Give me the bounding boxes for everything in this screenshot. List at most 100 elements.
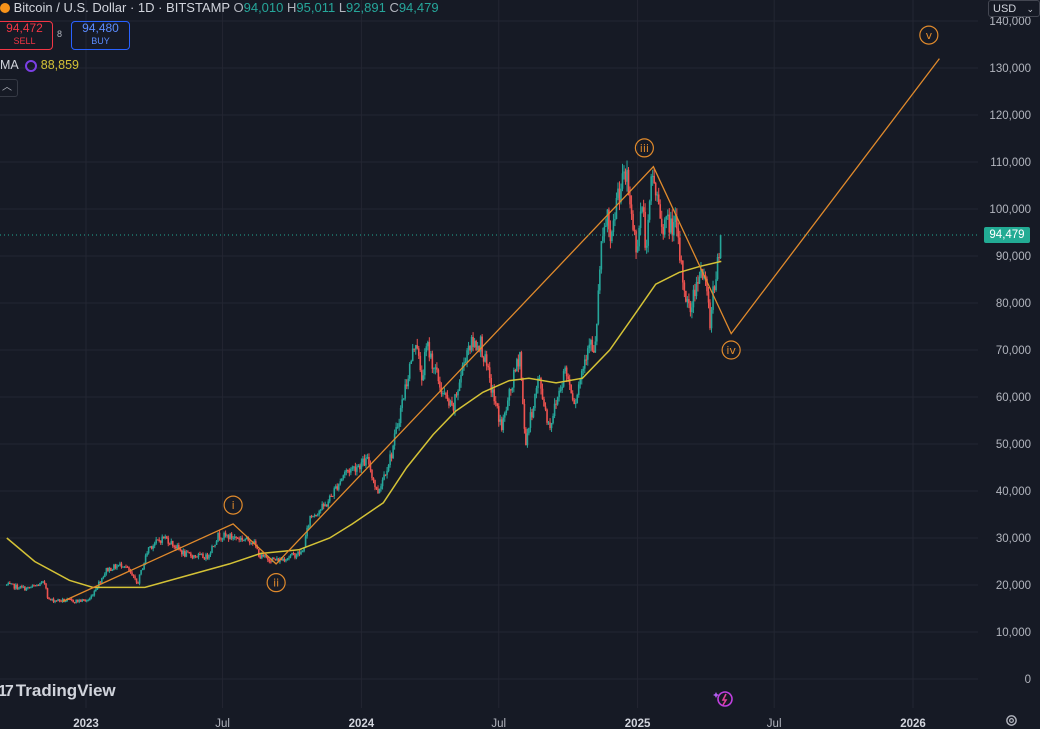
candle-body: [262, 554, 265, 557]
currency-selector[interactable]: USD ⌄: [988, 0, 1040, 17]
price-tick-label: 60,000: [996, 392, 1031, 404]
bitcoin-icon: [0, 3, 10, 13]
candle-body: [372, 477, 375, 481]
wave-label: iv: [726, 344, 736, 357]
time-tick-label: 2023: [73, 718, 99, 729]
collapse-legend-button[interactable]: ︿: [0, 79, 18, 97]
price-tick-label: 80,000: [996, 298, 1031, 310]
candle-body: [387, 465, 390, 471]
candle-body: [411, 348, 414, 361]
symbol-title[interactable]: Bitcoin / U.S. Dollar · 1D · BITSTAMP: [13, 0, 230, 15]
candle-body: [451, 400, 453, 406]
candle-body: [129, 570, 132, 573]
price-axis[interactable]: 0 10,000 20,000 30,000 40,000 50,000 60,000 70,…: [989, 16, 1031, 686]
candle-body: [144, 555, 147, 563]
candle-body: [564, 367, 566, 372]
candle-body: [257, 549, 260, 557]
candle-body: [612, 220, 615, 232]
indicator-legend[interactable]: MA 88,859: [0, 58, 79, 72]
candle-body: [423, 352, 426, 376]
candle-body: [383, 474, 385, 480]
candle-body: [226, 535, 228, 537]
candle-body: [476, 345, 479, 351]
candle-body: [543, 399, 545, 407]
candle-body: [520, 352, 523, 379]
candle-body: [339, 481, 342, 485]
candle-body: [295, 555, 298, 558]
candle-body: [95, 589, 97, 592]
time-tick-label: Jul: [767, 718, 782, 729]
sell-button[interactable]: 94,472 SELL: [0, 21, 53, 50]
candle-body: [621, 173, 624, 189]
candle-body: [102, 576, 105, 579]
candle-body: [371, 469, 373, 478]
candle-body: [330, 495, 333, 497]
candle-body: [303, 547, 305, 552]
candle-body: [5, 584, 8, 586]
buy-button[interactable]: 94,480 BUY: [71, 21, 130, 50]
candle-body: [513, 370, 515, 388]
candle-body: [359, 465, 361, 470]
candle-body: [455, 394, 458, 396]
candle-body: [571, 393, 574, 400]
candle-body: [568, 379, 571, 385]
candle-body: [449, 400, 452, 406]
candle-body: [378, 488, 381, 494]
candle-body: [149, 546, 151, 548]
candle-body: [478, 345, 480, 352]
candle-body: [325, 504, 328, 507]
high-label: H: [287, 0, 297, 15]
candle-body: [215, 541, 218, 545]
price-tick-label: 120,000: [989, 110, 1031, 122]
candle-body: [503, 412, 506, 418]
candle-body: [525, 428, 527, 446]
candle-body: [454, 394, 456, 411]
time-axis[interactable]: 2023 Jul 2024 Jul 2025 Jul 2026: [73, 718, 926, 729]
indicator-settings-icon[interactable]: [24, 60, 37, 72]
sell-label: SELL: [13, 36, 36, 46]
sparkle-icon[interactable]: [712, 688, 734, 710]
tradingview-logo[interactable]: 17 TradingView: [0, 681, 116, 701]
candle-body: [277, 558, 280, 563]
candle-body: [156, 539, 159, 541]
candle-body: [639, 211, 642, 228]
candle-body: [420, 370, 423, 381]
candle-body: [113, 564, 115, 570]
candle-body: [155, 539, 157, 544]
candle-body: [442, 393, 444, 395]
candle-body: [202, 553, 204, 558]
candle-body: [686, 299, 689, 302]
candle-body: [663, 219, 666, 235]
candle-body: [494, 401, 497, 404]
candle-body: [138, 574, 141, 584]
candle-body: [419, 355, 422, 371]
candle-body: [307, 525, 310, 528]
candle-body: [236, 537, 239, 539]
candle-body: [331, 495, 334, 497]
candle-body: [709, 302, 711, 329]
buy-price: 94,480: [82, 21, 119, 35]
candle-body: [239, 537, 242, 540]
candle-body: [333, 488, 336, 497]
gear-icon[interactable]: [1005, 714, 1018, 727]
candle-body: [464, 361, 467, 363]
candle-body: [324, 504, 326, 507]
candle-body: [60, 600, 62, 602]
candle-body: [662, 226, 665, 235]
candle-body: [174, 546, 177, 549]
candle-body: [45, 583, 47, 589]
candle-body: [217, 532, 219, 542]
candle-body: [404, 384, 406, 399]
candle-body: [337, 484, 340, 490]
candle-body: [79, 600, 82, 602]
candle-body: [685, 290, 687, 302]
candle-body: [190, 553, 192, 557]
candle-body: [224, 532, 227, 536]
candle-body: [590, 339, 592, 345]
candle-body: [547, 422, 550, 424]
candle-body: [298, 551, 301, 555]
candle-body: [374, 480, 376, 488]
candle-body: [436, 367, 438, 370]
